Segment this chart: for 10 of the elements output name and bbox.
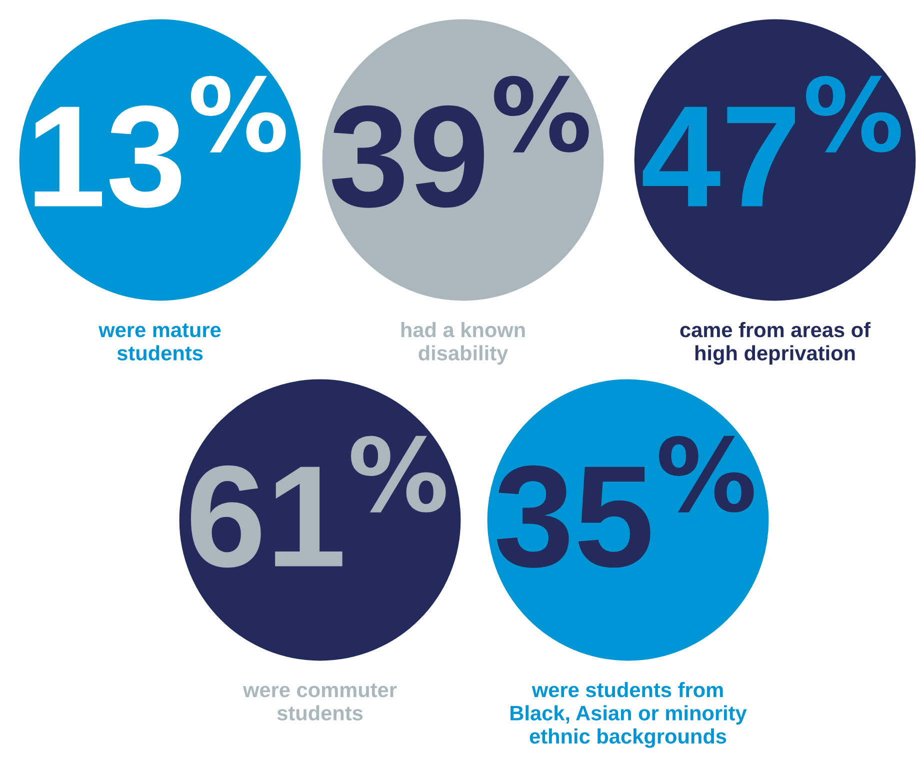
category-label: were students from Black, Asian or minority ethnic backgrounds (510, 682, 747, 748)
data-label: 39$^{%}$ (332, 76, 589, 208)
category-label: were commuter students (242, 684, 397, 720)
data-label: 61$^{%}$ (190, 436, 446, 568)
data-label: 35$^{%}$ (496, 436, 754, 568)
category-label: had a known disability (401, 322, 525, 365)
category-label: were mature students (98, 324, 221, 360)
data-label: 47$^{%}$ (642, 76, 901, 206)
data-label: 13$^{%}$ (34, 76, 286, 208)
category-label: came from areas of high deprivation (680, 322, 871, 365)
